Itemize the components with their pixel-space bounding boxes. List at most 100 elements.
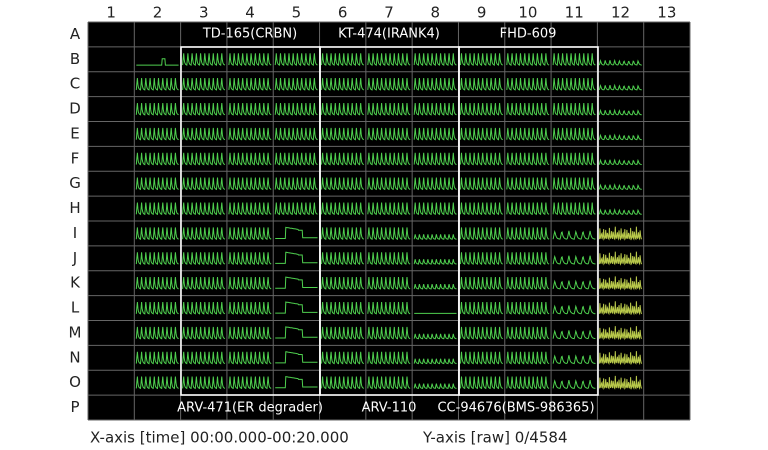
traces [135,53,643,390]
trace [506,351,550,365]
trace [135,301,179,315]
trace [182,127,226,141]
trace [182,376,226,390]
trace [460,102,504,116]
trace [598,183,642,190]
trace [275,351,318,364]
trace [413,53,457,66]
trace [182,78,226,91]
x-axis-caption: X-axis [time] 00:00.000-00:20.000 [90,429,349,447]
trace [598,226,643,241]
trace [182,177,226,191]
trace [552,329,596,340]
trace [552,127,596,141]
trace [321,277,364,290]
trace [135,326,179,340]
trace [228,252,272,265]
trace [182,326,226,340]
trace [506,252,550,265]
row-label: N [69,348,80,366]
column-label: 10 [518,4,537,22]
column-label: 5 [292,4,302,22]
trace [321,227,365,241]
trace [228,351,272,365]
trace [552,229,596,240]
trace [321,202,365,216]
trace [598,158,642,166]
trace [135,202,179,216]
trace [182,277,226,290]
trace [506,202,550,216]
trace [367,326,411,340]
trace [460,277,503,290]
column-label: 2 [153,4,163,22]
trace [182,152,226,166]
trace [321,301,365,315]
trace [321,326,365,340]
trace [367,53,411,66]
row-label: M [69,323,82,341]
trace [367,376,411,390]
trace [228,227,272,241]
row-label: I [73,224,77,242]
trace [413,102,457,116]
group-box [458,46,599,396]
trace [228,301,272,315]
trace [135,152,179,166]
trace [321,127,365,141]
trace [274,152,318,166]
trace [413,333,457,340]
trace [460,376,503,390]
trace [135,227,179,241]
trace [413,177,457,191]
trace [275,301,318,314]
trace [460,177,503,191]
trace [552,78,596,91]
trace [506,277,550,290]
trace [413,234,457,240]
row-label: L [71,299,80,317]
trace [460,326,504,340]
trace [506,152,550,166]
trace [135,78,179,91]
trace [367,102,411,116]
trace [506,177,550,191]
trace [506,301,550,315]
trace [367,127,411,141]
trace [274,53,318,66]
trace [228,326,272,340]
trace [552,202,596,216]
trace [135,177,179,191]
trace [598,276,643,291]
row-label: A [70,25,81,43]
trace [413,383,457,389]
trace [367,78,411,91]
row-label: B [70,50,80,68]
trace [598,375,643,390]
group-boxes [180,46,599,396]
trace [367,277,411,290]
trace [321,102,365,116]
row-label: G [69,174,81,192]
trace [367,301,411,315]
trace [275,226,318,239]
trace [182,202,226,216]
trace [367,202,411,216]
trace [552,279,596,290]
group-label: KT-474(IRANK4) [338,27,440,42]
trace [413,127,457,141]
trace [598,133,642,141]
trace [598,301,643,316]
trace [135,351,179,365]
column-label: 1 [106,4,116,22]
trace [182,53,226,66]
trace [274,78,318,91]
trace [275,251,318,264]
trace [135,277,179,290]
trace [228,152,272,166]
trace [506,227,550,241]
trace [506,127,550,141]
trace [135,376,179,390]
column-label: 3 [199,4,209,22]
trace [552,254,596,265]
